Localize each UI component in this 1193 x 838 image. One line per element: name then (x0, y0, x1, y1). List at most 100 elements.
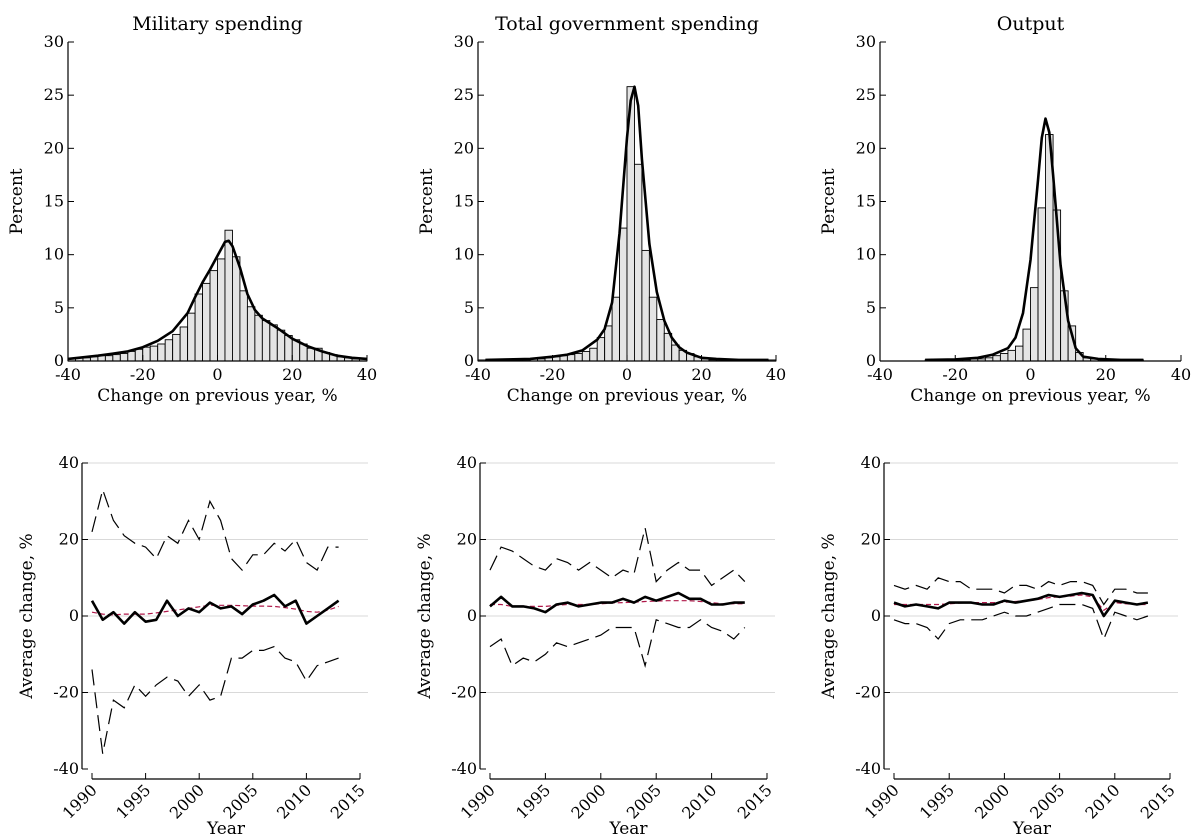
x-tick-label: 2005 (1026, 780, 1068, 822)
x-axis-label: Change on previous year, % (507, 386, 747, 406)
lower-band-line (91, 645, 339, 754)
histogram-bar (611, 296, 620, 362)
histogram-bar (239, 290, 248, 362)
x-tick-label: 40 (766, 365, 786, 384)
x-tick-label: 0 (212, 365, 222, 384)
histogram-bar (1007, 349, 1016, 362)
x-tick-label: 1995 (916, 780, 958, 822)
y-tick-label: 25 (454, 85, 474, 104)
histogram-bar (1037, 207, 1047, 362)
chart-panel-4: -40 -20 0 20 40 1990 1995 2000 2005 2010 2015 Year A… (17, 453, 369, 838)
x-tick-label: 2005 (623, 780, 665, 822)
x-tick-label: 20 (691, 365, 711, 384)
mean-line (489, 591, 745, 614)
y-tick-label: 0 (54, 351, 64, 370)
histogram-bar (127, 350, 136, 362)
y-axis-label: Average change, % (17, 533, 37, 699)
x-tick-label: 20 (1096, 365, 1116, 384)
y-tick-label: 25 (856, 85, 876, 104)
histogram-bar (619, 227, 628, 362)
chart-title: Military spending (132, 13, 303, 35)
x-tick-label: 0 (1025, 365, 1035, 384)
upper-band-line (91, 487, 339, 572)
y-tick-label: 0 (871, 606, 881, 625)
x-tick-label: -40 (867, 365, 893, 384)
y-tick-label: 20 (44, 138, 64, 157)
x-tick-label: 1990 (861, 780, 903, 822)
density-curve (485, 85, 769, 362)
x-axis-label: Change on previous year, % (97, 386, 337, 406)
y-tick-label: 0 (467, 606, 477, 625)
y-tick-label: -40 (451, 759, 477, 778)
histogram-bar (261, 320, 271, 362)
y-tick-label: -40 (855, 759, 881, 778)
histogram-bar (134, 348, 144, 362)
histogram-bar (1015, 345, 1024, 362)
mean-line (90, 593, 340, 625)
histogram-bar (187, 312, 196, 362)
y-tick-label: 40 (59, 453, 79, 472)
histogram-bar (589, 347, 598, 362)
histogram-bar (179, 326, 189, 362)
histogram-bar (224, 229, 233, 362)
y-tick-label: 0 (69, 606, 79, 625)
histogram-bars (924, 134, 1144, 362)
y-tick-label: 30 (454, 32, 474, 51)
x-tick-label: 1995 (512, 780, 554, 822)
histogram-bar (231, 256, 241, 362)
y-tick-label: 10 (856, 245, 876, 264)
histogram-bar (254, 314, 263, 362)
histogram-bar (992, 355, 1001, 362)
x-axis-label: Year (206, 819, 246, 838)
y-tick-label: 15 (44, 192, 64, 211)
x-tick-label: 2015 (1137, 780, 1179, 822)
histogram-bar (648, 296, 658, 362)
histogram-bar (276, 329, 286, 362)
y-tick-label: 40 (861, 453, 881, 472)
x-tick-label: 2005 (219, 780, 261, 822)
x-tick-label: 2015 (734, 780, 776, 822)
y-tick-label: 30 (856, 32, 876, 51)
x-tick-label: -20 (540, 365, 566, 384)
histogram-bar (596, 337, 606, 362)
histogram-bar (999, 353, 1009, 362)
x-tick-label: 2015 (327, 780, 369, 822)
lower-band-line (489, 619, 746, 669)
mean-line (893, 591, 1149, 618)
density-curve (67, 239, 368, 361)
histogram-bar (1030, 287, 1039, 362)
y-tick-label: 40 (457, 453, 477, 472)
trend-line (490, 600, 745, 607)
density-curve (925, 117, 1144, 362)
x-tick-label: -40 (465, 365, 491, 384)
y-tick-label: 0 (464, 351, 474, 370)
histogram-bar (246, 306, 256, 362)
histogram-bar (157, 343, 166, 362)
x-tick-label: 1995 (112, 780, 154, 822)
histogram-bar (641, 249, 650, 362)
histogram-bar (149, 345, 159, 362)
x-tick-label: 1990 (457, 780, 499, 822)
histogram-bar (634, 163, 643, 362)
y-axis-label: Average change, % (415, 533, 435, 699)
histogram-bar (194, 293, 203, 362)
x-tick-label: 40 (357, 365, 377, 384)
histogram-bar (119, 353, 129, 362)
y-tick-label: 20 (856, 138, 876, 157)
y-axis-label: Percent (7, 168, 27, 234)
y-tick-label: 20 (457, 530, 477, 549)
histogram-bar (217, 258, 226, 362)
x-tick-label: 40 (1171, 365, 1191, 384)
y-tick-label: 0 (866, 351, 876, 370)
histogram-bar (164, 339, 174, 362)
chart-title: Total government spending (495, 13, 759, 35)
x-tick-label: 2010 (273, 780, 315, 822)
x-axis-label: Year (608, 819, 648, 838)
histogram-bars (67, 229, 368, 362)
upper-band-line (893, 577, 1148, 606)
y-tick-label: 15 (856, 192, 876, 211)
histogram-bar (269, 324, 278, 362)
y-tick-label: -20 (855, 683, 881, 702)
histogram-bar (142, 346, 151, 362)
